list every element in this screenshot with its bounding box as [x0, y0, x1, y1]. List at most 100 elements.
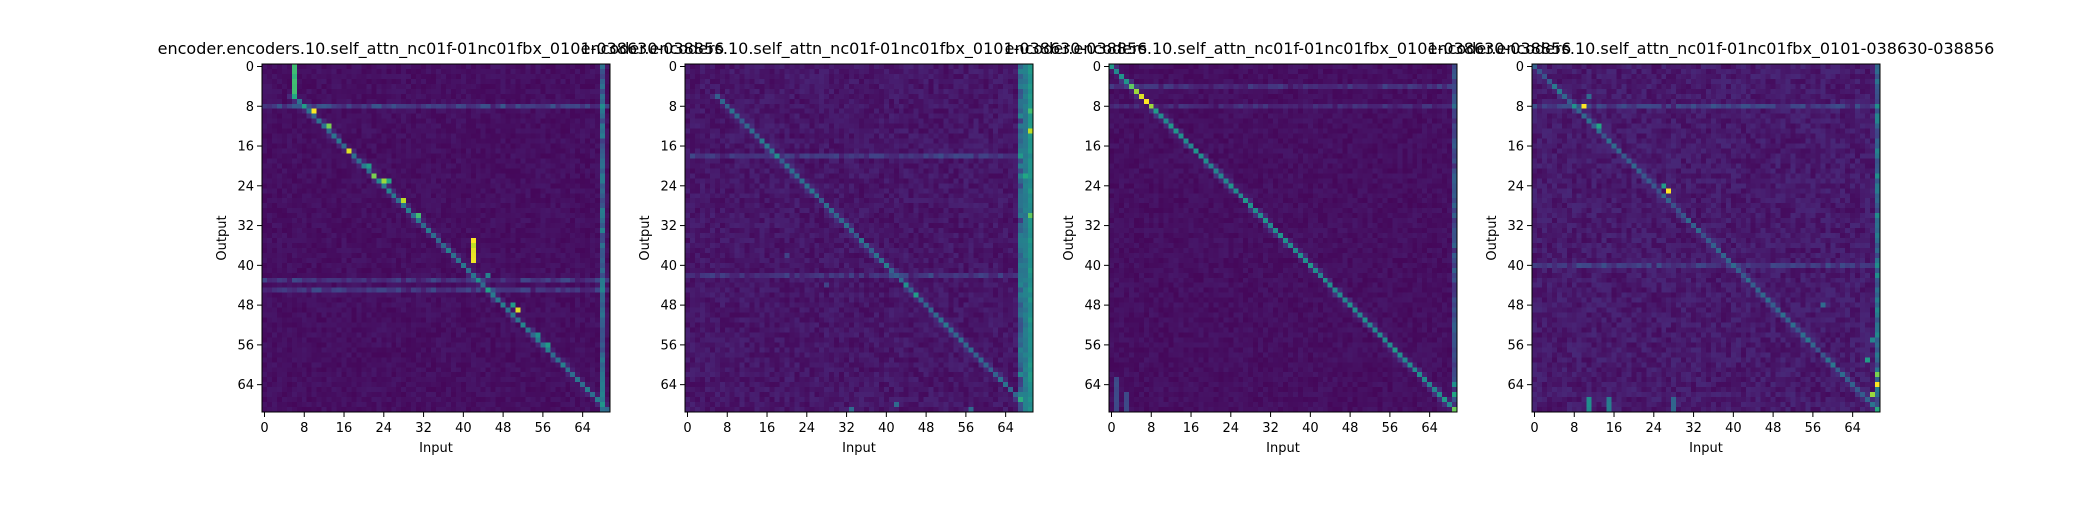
heatmap-cell: [311, 372, 318, 378]
heatmap-cell: [550, 252, 556, 259]
heatmap-cell: [485, 233, 492, 239]
heatmap-cell: [550, 198, 556, 204]
heatmap-cell: [500, 327, 507, 334]
heatmap-cell: [396, 233, 402, 239]
heatmap-cell: [301, 108, 308, 115]
heatmap-cell: [296, 402, 303, 408]
heatmap-cell: [281, 148, 288, 155]
heatmap-cell: [500, 158, 507, 165]
heatmap-cell: [271, 148, 278, 155]
heatmap-cell: [321, 312, 328, 319]
heatmap-cell: [590, 327, 596, 334]
heatmap-cell: [391, 173, 397, 179]
heatmap-cell: [455, 252, 462, 259]
heatmap-cell: [356, 332, 363, 339]
heatmap-cell: [485, 118, 492, 125]
heatmap-cell: [386, 392, 392, 398]
heatmap-cell: [316, 397, 323, 403]
heatmap-cell: [356, 103, 363, 110]
heatmap-cell: [440, 317, 447, 324]
heatmap-cell: [306, 128, 313, 135]
heatmap-cell: [585, 367, 591, 373]
heatmap-cell: [480, 123, 487, 130]
heatmap-cell: [450, 362, 457, 368]
heatmap-cell: [311, 213, 318, 219]
heatmap-cell: [510, 342, 517, 348]
heatmap-cell: [431, 148, 437, 155]
heatmap-cell: [301, 352, 308, 358]
heatmap-cell: [475, 257, 482, 264]
heatmap-cell: [515, 387, 522, 393]
heatmap-cell: [495, 238, 502, 244]
heatmap-cell: [296, 198, 303, 204]
heatmap-cell: [406, 78, 412, 85]
heatmap-cell: [500, 357, 507, 363]
heatmap-cell: [495, 277, 502, 284]
heatmap-cell: [371, 287, 377, 294]
heatmap-cell: [426, 262, 432, 269]
heatmap-cell: [311, 218, 318, 224]
heatmap-cell: [490, 93, 497, 100]
heatmap-cell: [515, 272, 522, 279]
heatmap-cell: [460, 322, 467, 329]
heatmap-cell: [396, 337, 402, 343]
heatmap-cell: [530, 277, 537, 284]
heatmap-cell: [495, 267, 502, 274]
heatmap-cell: [346, 387, 353, 393]
heatmap-cell: [535, 188, 541, 194]
heatmap-cell: [391, 113, 397, 120]
heatmap-cell: [381, 98, 387, 105]
heatmap-cell: [510, 257, 517, 264]
heatmap-cell: [421, 277, 427, 284]
heatmap-cell: [262, 362, 268, 368]
heatmap-cell: [575, 163, 581, 169]
heatmap-cell: [262, 267, 268, 274]
heatmap-cell: [321, 163, 328, 169]
heatmap-cell: [505, 163, 512, 169]
heatmap-cell: [296, 158, 303, 165]
heatmap-cell: [605, 198, 611, 204]
heatmap-cell: [266, 64, 273, 70]
heatmap-cell: [525, 262, 532, 269]
heatmap-cell: [495, 327, 502, 334]
heatmap-cell: [565, 108, 571, 115]
heatmap-cell: [411, 322, 417, 329]
heatmap-cell: [281, 382, 288, 388]
heatmap-cell: [266, 287, 273, 294]
heatmap-cell: [714, 64, 721, 70]
heatmap-cell: [341, 208, 348, 214]
heatmap-cell: [565, 238, 571, 244]
heatmap-cell: [510, 213, 517, 219]
heatmap-cell: [306, 337, 313, 343]
heatmap-cell: [296, 352, 303, 358]
heatmap-cell: [470, 83, 477, 90]
heatmap-cell: [525, 352, 532, 358]
heatmap-cell: [296, 228, 303, 234]
heatmap-cell: [595, 352, 601, 358]
heatmap-cell: [480, 362, 487, 368]
heatmap-cell: [326, 297, 333, 304]
heatmap-cell: [366, 143, 372, 150]
heatmap-cell: [421, 387, 427, 393]
heatmap-cell: [266, 78, 273, 85]
heatmap-cell: [366, 148, 372, 155]
heatmap-cell: [495, 387, 502, 393]
heatmap-cell: [361, 247, 367, 254]
heatmap-cell: [555, 133, 561, 140]
heatmap-cell: [590, 337, 596, 343]
heatmap-cell: [535, 332, 541, 339]
heatmap-cell: [460, 342, 467, 348]
heatmap-cell: [306, 193, 313, 199]
heatmap-cell: [605, 242, 611, 249]
heatmap-cell: [590, 64, 596, 70]
heatmap-cell: [336, 78, 343, 85]
heatmap-cell: [411, 103, 417, 110]
heatmap-cell: [550, 342, 556, 348]
heatmap-cell: [336, 88, 343, 95]
heatmap-cell: [356, 302, 363, 309]
heatmap-cell: [605, 188, 611, 194]
heatmap-cell: [341, 277, 348, 284]
heatmap-cell: [560, 208, 566, 214]
heatmap-cell: [575, 178, 581, 184]
heatmap-cell: [301, 138, 308, 145]
